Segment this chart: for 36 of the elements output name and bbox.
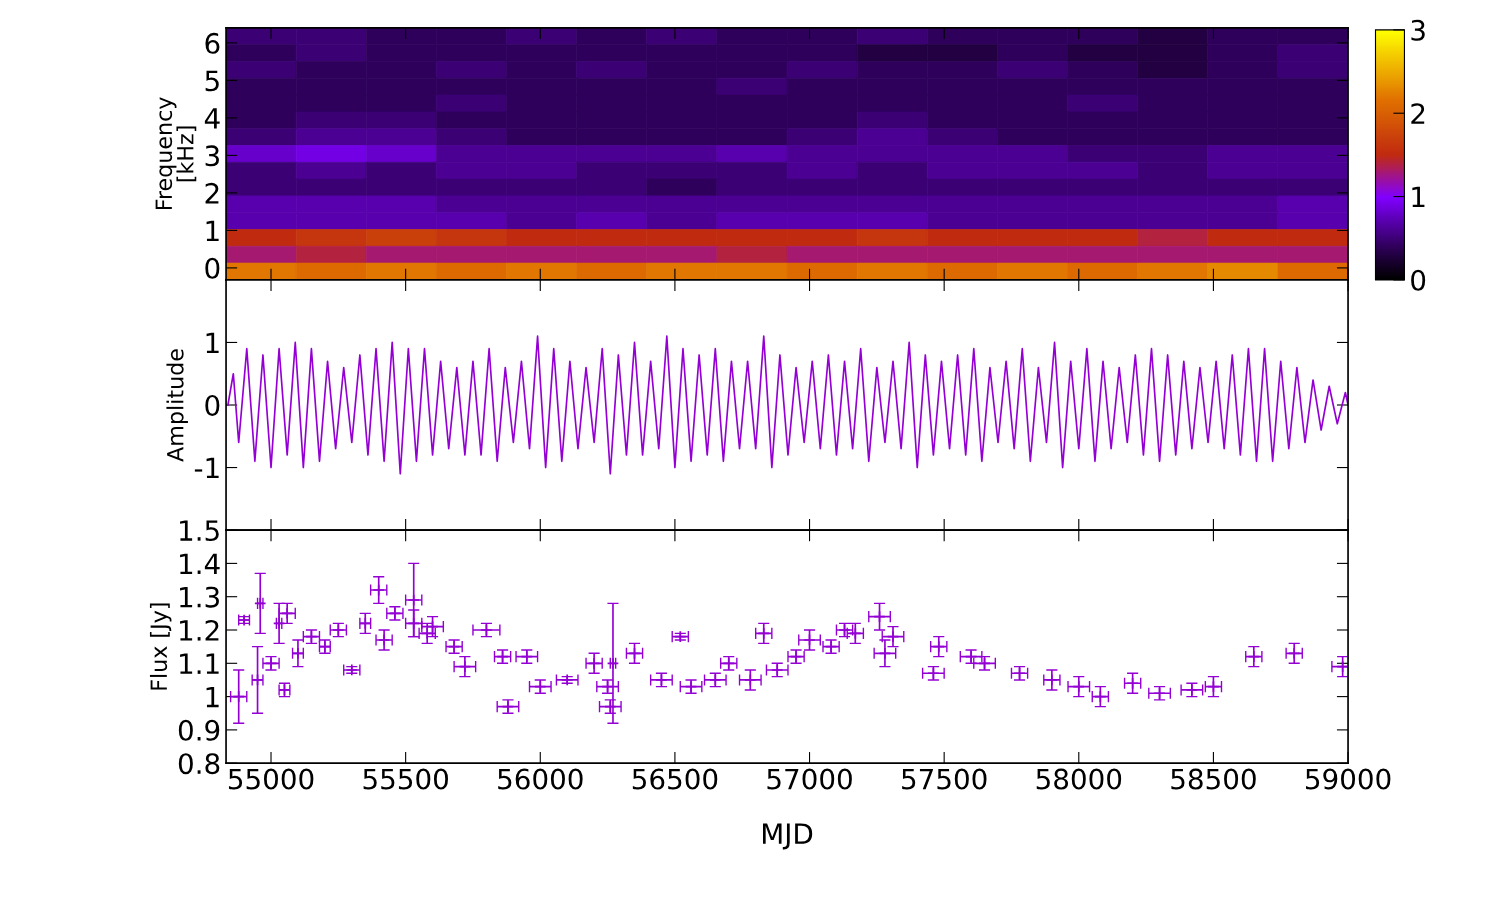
x-tick-label: 57000 bbox=[767, 768, 852, 790]
x-tick-label: 55000 bbox=[228, 768, 314, 790]
x-axis-title: MJD bbox=[763, 823, 813, 850]
y-tick-label: 0 bbox=[205, 394, 220, 416]
x-tick-label: 57500 bbox=[902, 768, 987, 790]
y-tick-label: 1 bbox=[206, 220, 219, 241]
x-tick-label: 56000 bbox=[498, 768, 583, 790]
line-series bbox=[227, 335, 1349, 475]
y-axis-title: Flux [Jy] bbox=[149, 603, 172, 690]
x-tick-label: 58500 bbox=[1171, 768, 1256, 790]
y-tick-label: 1.1 bbox=[180, 653, 219, 674]
y-tick-label: 0 bbox=[205, 257, 220, 279]
x-tick-label: 58000 bbox=[1036, 768, 1122, 790]
y-tick-label: 6 bbox=[205, 32, 220, 54]
y-tick-label: 4 bbox=[204, 108, 220, 129]
y-tick-label: 1 bbox=[206, 686, 219, 708]
y-tick-label: 2 bbox=[205, 182, 219, 204]
y-tick-label: 1.5 bbox=[180, 520, 219, 542]
y-tick-label: -1 bbox=[194, 457, 219, 479]
y-axis-title: Amplitude bbox=[166, 349, 188, 462]
y-tick-label: 1.3 bbox=[180, 586, 219, 608]
y-tick-label: 5 bbox=[205, 70, 219, 92]
x-tick-label: 59000 bbox=[1306, 768, 1391, 790]
y-tick-label: 3 bbox=[205, 145, 219, 167]
y-tick-label: 1.2 bbox=[180, 619, 219, 641]
color-bar-label: 0 bbox=[1411, 269, 1426, 291]
color-bar-label: 1 bbox=[1412, 186, 1425, 208]
color-bar-label: 2 bbox=[1411, 103, 1425, 124]
x-tick-label: 56500 bbox=[632, 768, 718, 790]
y-tick-label: 0.8 bbox=[178, 753, 220, 775]
y-tick-label: 0.9 bbox=[178, 719, 220, 741]
y-tick-label: 1.4 bbox=[180, 553, 220, 574]
y-axis-title: Frequency [kHz] bbox=[155, 97, 197, 210]
color-bar-label: 3 bbox=[1411, 19, 1425, 41]
y-tick-label: 1 bbox=[206, 332, 219, 353]
x-tick-label: 55500 bbox=[363, 768, 448, 790]
